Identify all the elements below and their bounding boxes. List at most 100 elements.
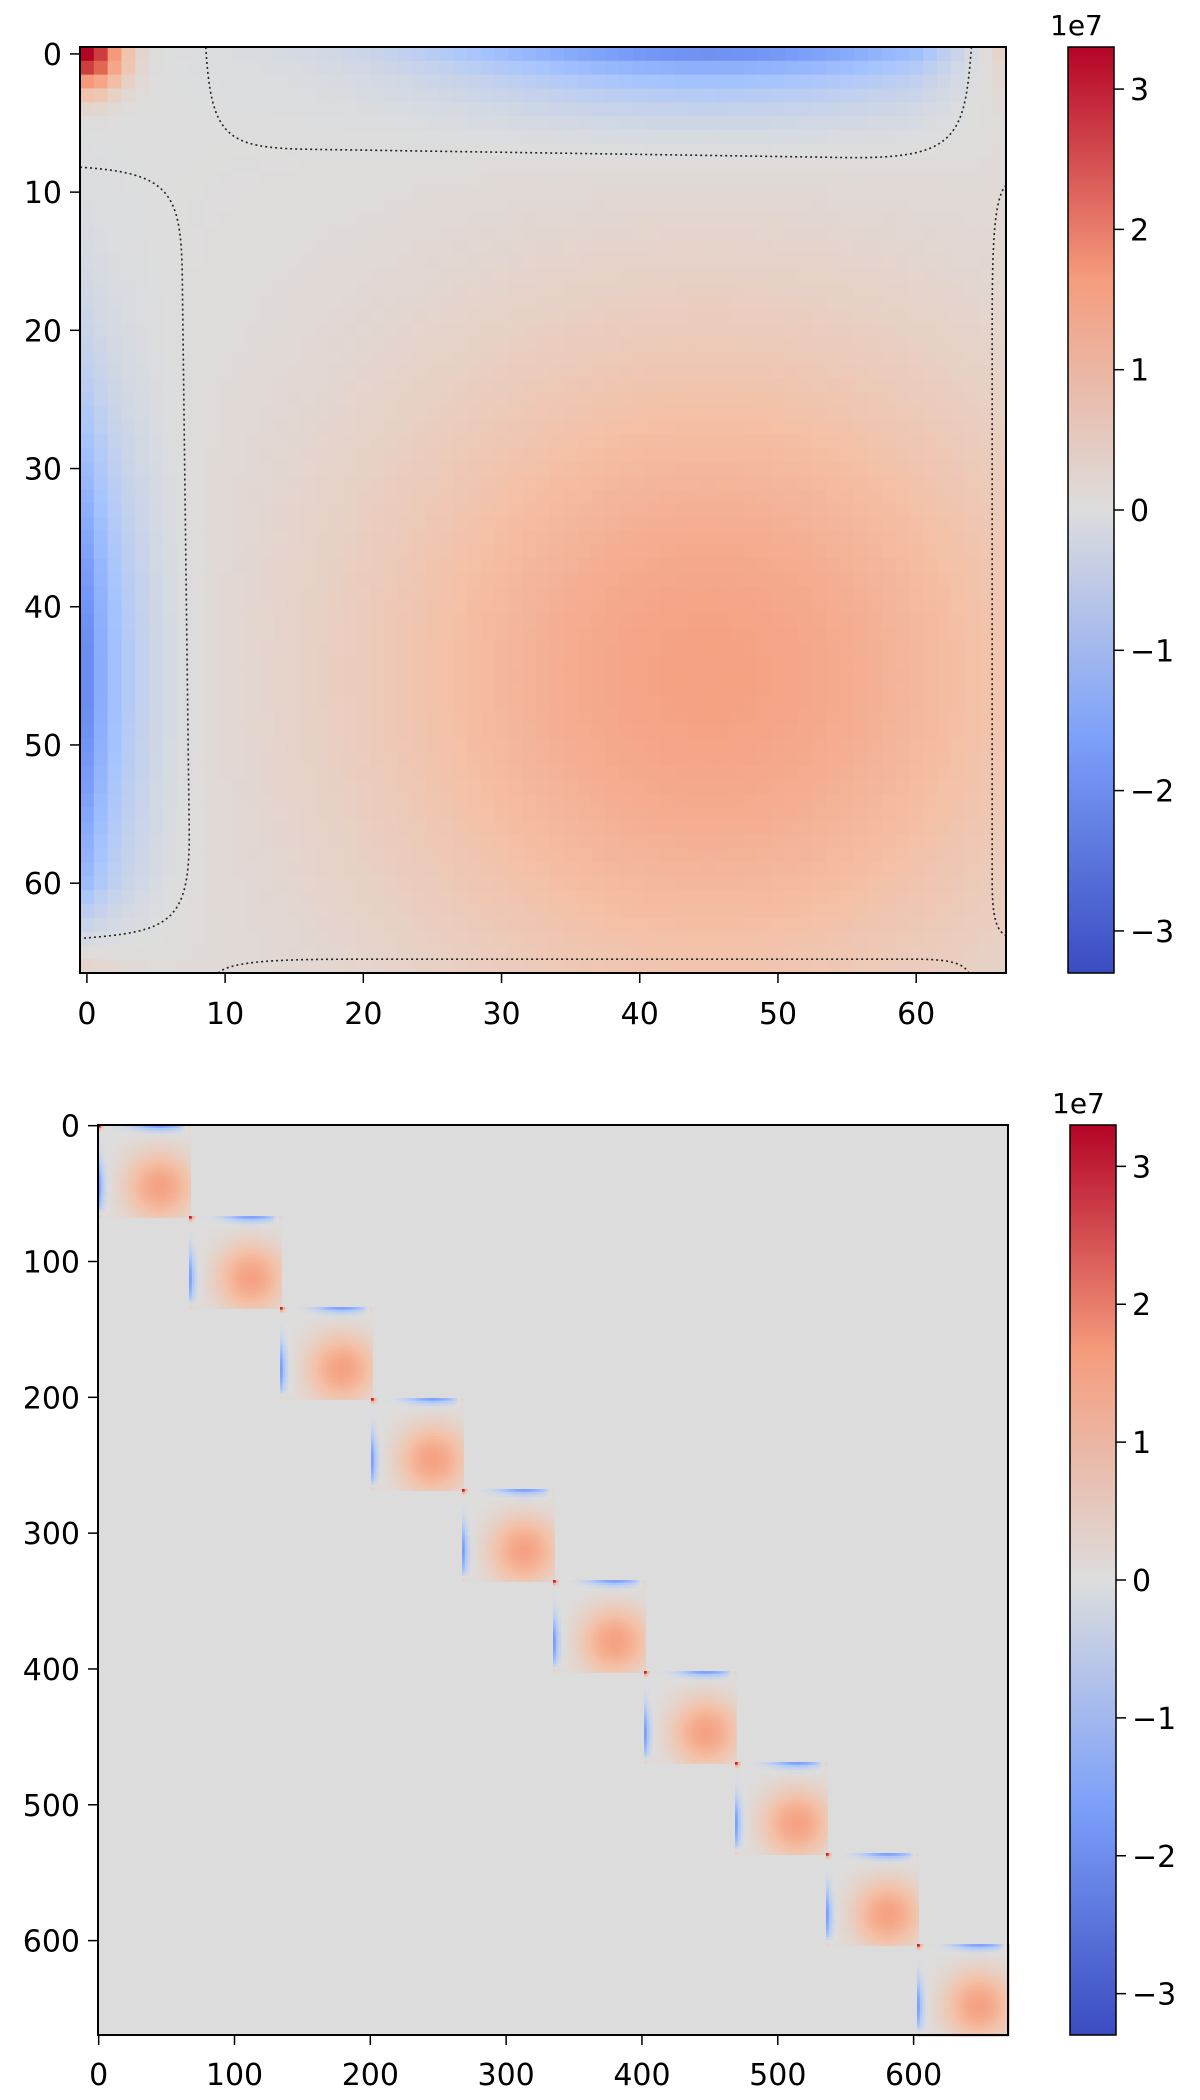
- heatmap-cell: [812, 47, 827, 62]
- heatmap-cell: [93, 60, 109, 76]
- heatmap-cell: [757, 599, 772, 615]
- heatmap-cell: [328, 433, 344, 449]
- heatmap-cell: [480, 903, 496, 919]
- heatmap-cell: [701, 88, 717, 103]
- heatmap-cell: [190, 696, 205, 711]
- heatmap-cell: [190, 406, 205, 421]
- heatmap-cell: [743, 406, 758, 421]
- heatmap-cell: [992, 613, 1007, 629]
- heatmap-cell: [314, 530, 330, 546]
- heatmap-cell: [204, 475, 219, 490]
- heatmap-cell: [232, 74, 247, 90]
- block-cell: [98, 1149, 102, 1153]
- heatmap-cell: [964, 655, 979, 670]
- heatmap-cell: [798, 295, 814, 311]
- heatmap-cell: [619, 807, 634, 822]
- heatmap-cell: [771, 60, 786, 76]
- heatmap-cell: [301, 157, 316, 172]
- heatmap-cell: [853, 959, 869, 974]
- heatmap-cell: [176, 503, 192, 518]
- heatmap-cell: [688, 337, 703, 352]
- heatmap-cell: [176, 102, 192, 117]
- heatmap-cell: [715, 765, 731, 781]
- heatmap-cell: [480, 475, 496, 490]
- heatmap-cell: [536, 420, 551, 435]
- heatmap-cell: [729, 862, 744, 877]
- heatmap-cell: [259, 738, 275, 753]
- heatmap-cell: [632, 503, 648, 518]
- heatmap-cell: [757, 738, 772, 753]
- heatmap-cell: [356, 503, 371, 518]
- heatmap-cell: [232, 116, 247, 131]
- heatmap-cell: [370, 88, 385, 103]
- heatmap-cell: [577, 392, 592, 407]
- heatmap-cell: [480, 171, 496, 186]
- block-cell: [155, 1138, 159, 1142]
- heatmap-cell: [328, 724, 344, 739]
- heatmap-cell: [121, 268, 136, 283]
- heatmap-cell: [135, 751, 150, 767]
- heatmap-cell: [121, 917, 136, 933]
- heatmap-cell: [674, 185, 689, 200]
- heatmap-cell: [93, 392, 109, 407]
- heatmap-cell: [536, 392, 551, 407]
- heatmap-cell: [176, 655, 192, 670]
- heatmap-cell: [149, 406, 164, 421]
- heatmap-cell: [176, 890, 192, 905]
- heatmap-cell: [480, 323, 496, 338]
- heatmap-cell: [923, 489, 938, 504]
- heatmap-cell: [425, 74, 440, 90]
- heatmap-cell: [397, 116, 413, 131]
- heatmap-cell: [771, 351, 786, 366]
- heatmap-cell: [895, 447, 910, 463]
- heatmap-cell: [826, 682, 841, 698]
- heatmap-cell: [121, 212, 136, 228]
- heatmap-cell: [964, 959, 979, 974]
- heatmap-cell: [121, 420, 136, 435]
- heatmap-cell: [480, 917, 496, 933]
- block-cell: [108, 1146, 113, 1150]
- block-cell: [108, 1141, 113, 1145]
- heatmap-cell: [936, 489, 952, 504]
- heatmap-cell: [425, 364, 440, 380]
- heatmap-cell: [964, 143, 979, 159]
- heatmap-cell: [826, 503, 841, 518]
- heatmap-cell: [232, 433, 247, 449]
- heatmap-cell: [950, 309, 966, 325]
- heatmap-cell: [591, 60, 606, 76]
- heatmap-cell: [743, 157, 758, 172]
- heatmap-cell: [508, 129, 523, 145]
- heatmap-cell: [301, 240, 316, 255]
- block-cell: [141, 1130, 145, 1134]
- heatmap-cell: [591, 489, 606, 504]
- heatmap-cell: [950, 88, 966, 103]
- heatmap-cell: [632, 834, 648, 850]
- heatmap-cell: [840, 254, 855, 269]
- heatmap-cell: [480, 613, 496, 629]
- heatmap-cell: [397, 337, 413, 352]
- heatmap-cell: [936, 696, 952, 711]
- heatmap-cell: [853, 586, 869, 601]
- heatmap-cell: [508, 682, 523, 698]
- heatmap-cell: [867, 88, 883, 103]
- heatmap-cell: [328, 212, 344, 228]
- block-cell: [182, 1125, 186, 1129]
- heatmap-cell: [494, 461, 510, 477]
- heatmap-top-cells: [80, 47, 1007, 974]
- heatmap-cell: [536, 931, 551, 946]
- heatmap-cell: [466, 724, 482, 739]
- heatmap-cell: [826, 489, 841, 504]
- heatmap-cell: [273, 240, 288, 255]
- heatmap-cell: [992, 447, 1007, 463]
- heatmap-cell: [840, 489, 855, 504]
- heatmap-cell: [439, 765, 454, 781]
- heatmap-cell: [135, 530, 150, 546]
- heatmap-cell: [162, 240, 178, 255]
- heatmap-cell: [190, 503, 205, 518]
- heatmap-cell: [923, 696, 938, 711]
- block-cell: [155, 1146, 159, 1150]
- heatmap-cell: [881, 530, 897, 546]
- heatmap-cell: [245, 917, 261, 933]
- heatmap-cell: [245, 793, 261, 808]
- heatmap-cell: [190, 627, 205, 642]
